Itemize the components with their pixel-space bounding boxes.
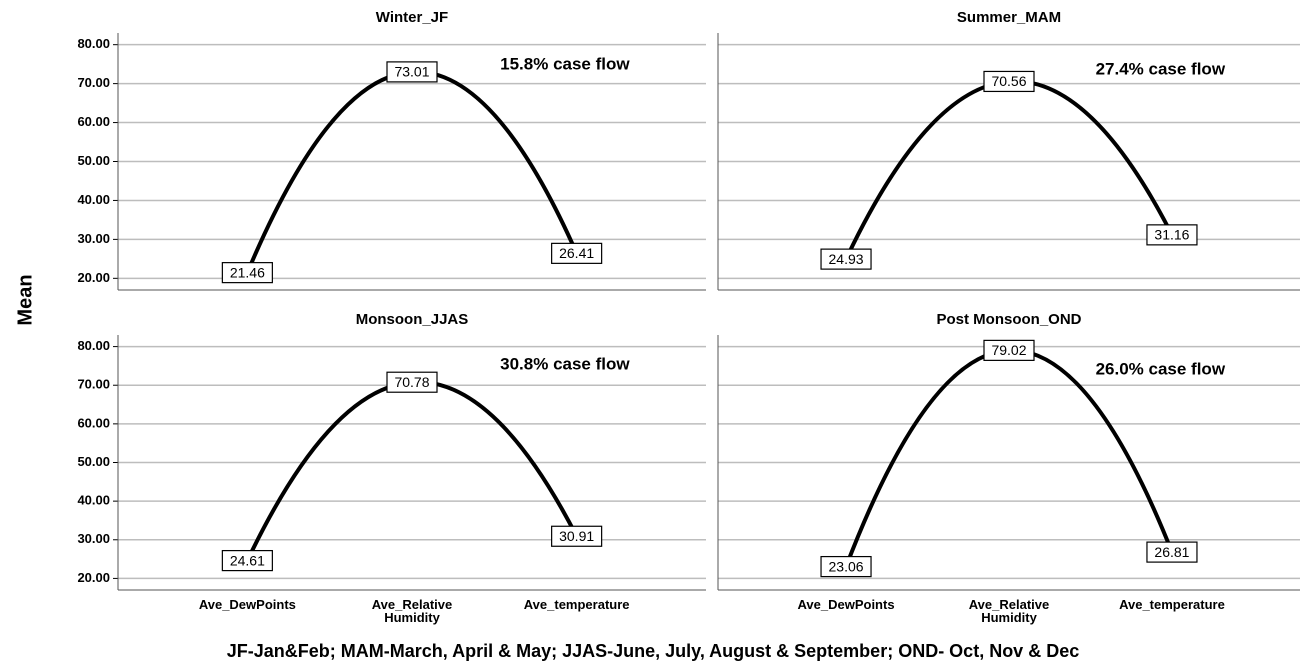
data-label-group: 70.78 xyxy=(386,371,438,393)
chart-title: Winter_JF xyxy=(376,9,448,26)
data-label-group: 30.91 xyxy=(551,525,603,547)
chart-title: Summer_MAM xyxy=(957,9,1061,26)
y-tick-label: 80.00 xyxy=(77,338,110,353)
data-label-group: 70.56 xyxy=(983,70,1035,93)
data-label-box xyxy=(820,248,872,270)
data-label: 73.01 xyxy=(394,64,429,80)
chart-title: Post Monsoon_OND xyxy=(937,311,1082,328)
data-label-box xyxy=(551,525,603,547)
data-label-group: 31.16 xyxy=(1146,224,1198,246)
y-tick-label: 20.00 xyxy=(77,570,110,585)
annotation: 15.8% case flow xyxy=(500,54,630,73)
data-label-box xyxy=(983,339,1035,361)
annotation: 26.0% case flow xyxy=(1096,359,1226,378)
y-tick-label: 60.00 xyxy=(77,415,110,430)
data-label: 70.78 xyxy=(394,374,429,390)
data-label-group: 73.01 xyxy=(386,61,438,83)
y-tick-label: 70.00 xyxy=(77,377,110,392)
x-tick-label: Ave_temperature xyxy=(1119,597,1225,612)
y-tick-label: 40.00 xyxy=(77,192,110,207)
x-tick-label: Ave_DewPoints xyxy=(199,597,296,612)
x-tick-label: Ave_Relative Humidity xyxy=(372,597,452,625)
y-tick-label: 30.00 xyxy=(77,231,110,246)
footnote: JF-Jan&Feb; MAM-March, April & May; JJAS… xyxy=(227,641,1079,661)
data-label-group: 23.06 xyxy=(820,555,872,578)
data-label: 79.02 xyxy=(991,342,1026,358)
data-label-box xyxy=(1146,224,1198,246)
line-series xyxy=(245,380,579,562)
annotation: 27.4% case flow xyxy=(1096,59,1226,78)
data-label: 26.81 xyxy=(1154,544,1189,560)
data-label-box xyxy=(551,242,603,264)
data-label-group: 79.02 xyxy=(983,339,1035,361)
line-series xyxy=(844,348,1174,568)
data-label-box xyxy=(221,262,273,284)
data-label-group: 24.61 xyxy=(221,549,273,572)
y-tick-label: 80.00 xyxy=(77,36,110,51)
data-label: 24.61 xyxy=(230,552,265,568)
y-tick-label: 50.00 xyxy=(77,153,110,168)
y-tick-label: 60.00 xyxy=(77,114,110,129)
data-label-box xyxy=(221,549,273,572)
line-series xyxy=(245,69,579,274)
data-label-box xyxy=(1146,541,1198,563)
y-tick-label: 50.00 xyxy=(77,454,110,469)
data-label-box xyxy=(820,555,872,578)
data-label: 30.91 xyxy=(559,528,594,544)
y-tick-label: 20.00 xyxy=(77,270,110,285)
y-tick-label: 40.00 xyxy=(77,493,110,508)
annotation: 30.8% case flow xyxy=(500,354,630,373)
data-label: 23.06 xyxy=(829,558,864,574)
data-label-box xyxy=(386,61,438,83)
data-label-group: 24.93 xyxy=(820,248,872,270)
line-series xyxy=(844,79,1174,260)
data-label: 70.56 xyxy=(991,73,1026,89)
data-label: 24.93 xyxy=(829,251,864,267)
x-tick-label: Ave_Relative Humidity xyxy=(969,597,1049,625)
data-label-group: 26.81 xyxy=(1146,541,1198,563)
data-label: 26.41 xyxy=(559,245,594,261)
y-tick-label: 70.00 xyxy=(77,75,110,90)
data-label: 21.46 xyxy=(230,264,265,280)
x-tick-label: Ave_temperature xyxy=(524,597,630,612)
data-label-box xyxy=(386,371,438,393)
data-label-box xyxy=(983,70,1035,93)
data-label-group: 26.41 xyxy=(551,242,603,264)
data-label-group: 21.46 xyxy=(221,262,273,284)
data-label: 31.16 xyxy=(1154,227,1189,243)
x-tick-label: Ave_DewPoints xyxy=(798,597,895,612)
y-tick-label: 30.00 xyxy=(77,531,110,546)
y-axis-label: Mean xyxy=(14,274,36,325)
chart-title: Monsoon_JJAS xyxy=(356,311,469,328)
